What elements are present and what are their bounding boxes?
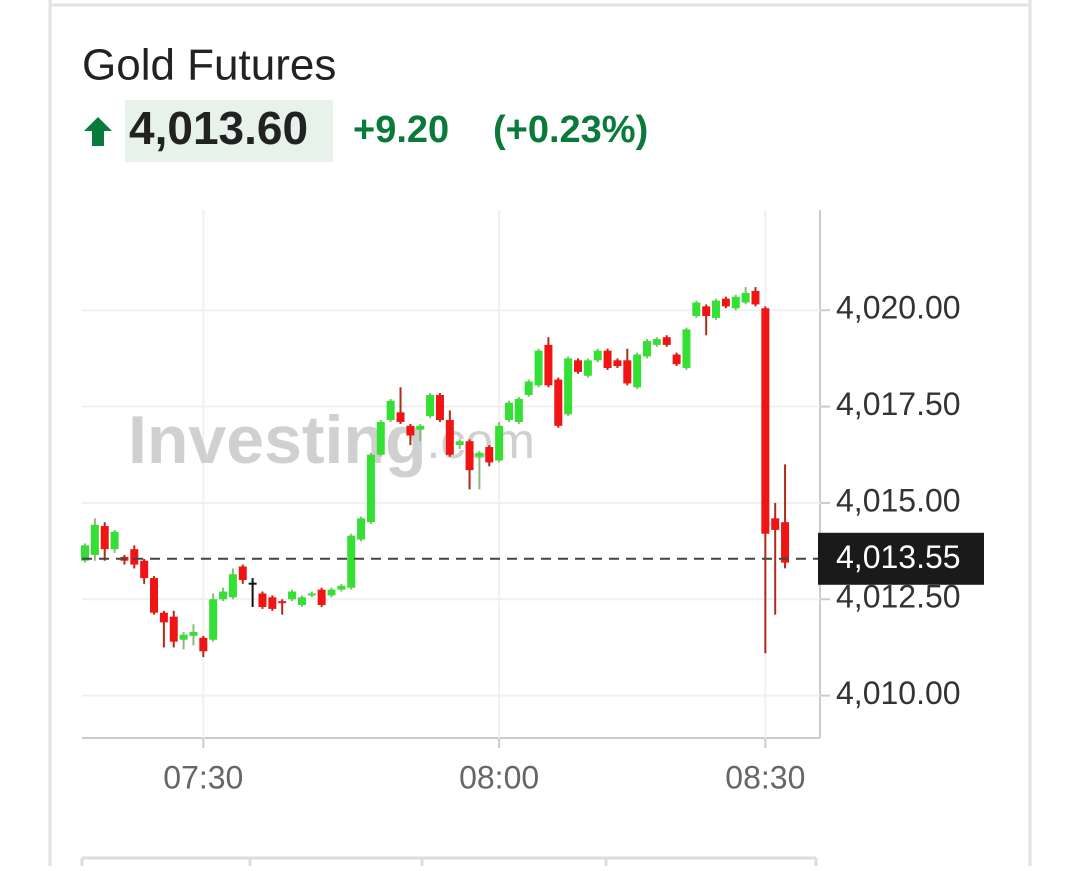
candle-body: [307, 593, 316, 596]
candle-body: [278, 601, 287, 604]
last-price-box: [818, 532, 984, 585]
candle-body: [564, 358, 573, 415]
candle-body: [771, 518, 780, 530]
candle-body: [258, 593, 267, 607]
title: Gold Futures: [82, 41, 336, 90]
candle-body: [426, 394, 435, 417]
candle-body: [90, 524, 99, 555]
up-arrow: [84, 117, 112, 146]
candle-body: [248, 582, 257, 585]
candle-body: [416, 425, 425, 430]
candle-body: [288, 591, 297, 600]
candle-body: [652, 339, 661, 345]
candle-body: [169, 616, 178, 642]
candle-body: [189, 632, 198, 636]
candle-body: [544, 344, 553, 386]
candle-body: [406, 425, 415, 436]
price-highlight: [125, 100, 333, 162]
candle-body: [100, 526, 109, 550]
candle-body: [495, 425, 504, 461]
candle-body: [781, 522, 790, 563]
candle-body: [140, 560, 149, 579]
candle-body: [228, 574, 237, 598]
candle-body: [692, 302, 701, 316]
candle-body: [376, 421, 385, 455]
candle-body: [574, 360, 582, 372]
candle-body: [712, 300, 721, 318]
candle-body: [682, 329, 691, 369]
candle-body: [327, 589, 336, 596]
candle-body: [721, 298, 730, 307]
y-tick-label: 4,010.00: [836, 675, 961, 711]
candle-body: [366, 454, 375, 523]
candle-body: [485, 447, 494, 463]
candle-body: [623, 360, 632, 384]
last-price-label: 4,013.55: [836, 539, 961, 575]
x-tick-label: 08:30: [725, 759, 805, 795]
candle-body: [672, 354, 681, 365]
candle-body: [662, 337, 671, 345]
candle-body: [297, 597, 306, 606]
candle-body: [465, 441, 474, 471]
candle-body: [603, 350, 612, 369]
x-tick-label: 07:30: [163, 759, 243, 795]
candle-body: [534, 350, 543, 386]
y-tick-label: 4,015.00: [836, 482, 961, 518]
candle-body: [524, 381, 533, 395]
candle-body: [317, 589, 326, 606]
candle-body: [514, 398, 523, 422]
candle-body: [130, 549, 139, 565]
price: 4,013.60: [129, 102, 308, 154]
candle-body: [445, 420, 454, 455]
candle-body: [81, 545, 89, 561]
candle-body: [179, 634, 188, 640]
chart: 4,010.004,012.504,015.004,017.504,020.00…: [81, 210, 984, 795]
x-tick-label: 08:00: [459, 759, 539, 795]
candle-body: [209, 599, 218, 640]
candle-body: [583, 360, 592, 376]
candle-body: [593, 350, 602, 361]
candle-body: [475, 452, 484, 457]
candle-body: [554, 379, 563, 426]
change-percent: (+0.23%): [493, 109, 648, 151]
y-tick-label: 4,020.00: [836, 290, 961, 326]
candle-body: [159, 612, 168, 623]
watermark-name: Investing: [128, 402, 427, 478]
y-tick-label: 4,017.50: [836, 386, 961, 422]
candle-body: [150, 578, 159, 613]
change: +9.20: [353, 109, 449, 151]
candle-body: [455, 441, 464, 446]
candle-body: [386, 400, 395, 421]
candle-body: [761, 308, 770, 534]
candle-body: [731, 296, 740, 309]
candle-body: [347, 535, 356, 588]
watermark-suffix: .com: [427, 413, 535, 469]
candle-body: [702, 306, 711, 316]
candle-body: [238, 566, 247, 580]
candle-body: [199, 637, 208, 652]
candle-body: [357, 518, 366, 540]
candle-body: [337, 585, 346, 590]
candle-body: [219, 591, 228, 600]
candle-body: [110, 531, 119, 550]
candle-body: [751, 290, 760, 305]
candle-body: [504, 402, 513, 421]
candle-body: [435, 394, 444, 421]
candle-body: [741, 292, 750, 303]
candle-body: [268, 597, 277, 609]
candle-body: [396, 412, 405, 422]
candle-body: [633, 354, 642, 388]
candle-body: [613, 360, 622, 367]
watermark: Investing.com: [128, 402, 535, 478]
candle-body: [643, 341, 652, 357]
